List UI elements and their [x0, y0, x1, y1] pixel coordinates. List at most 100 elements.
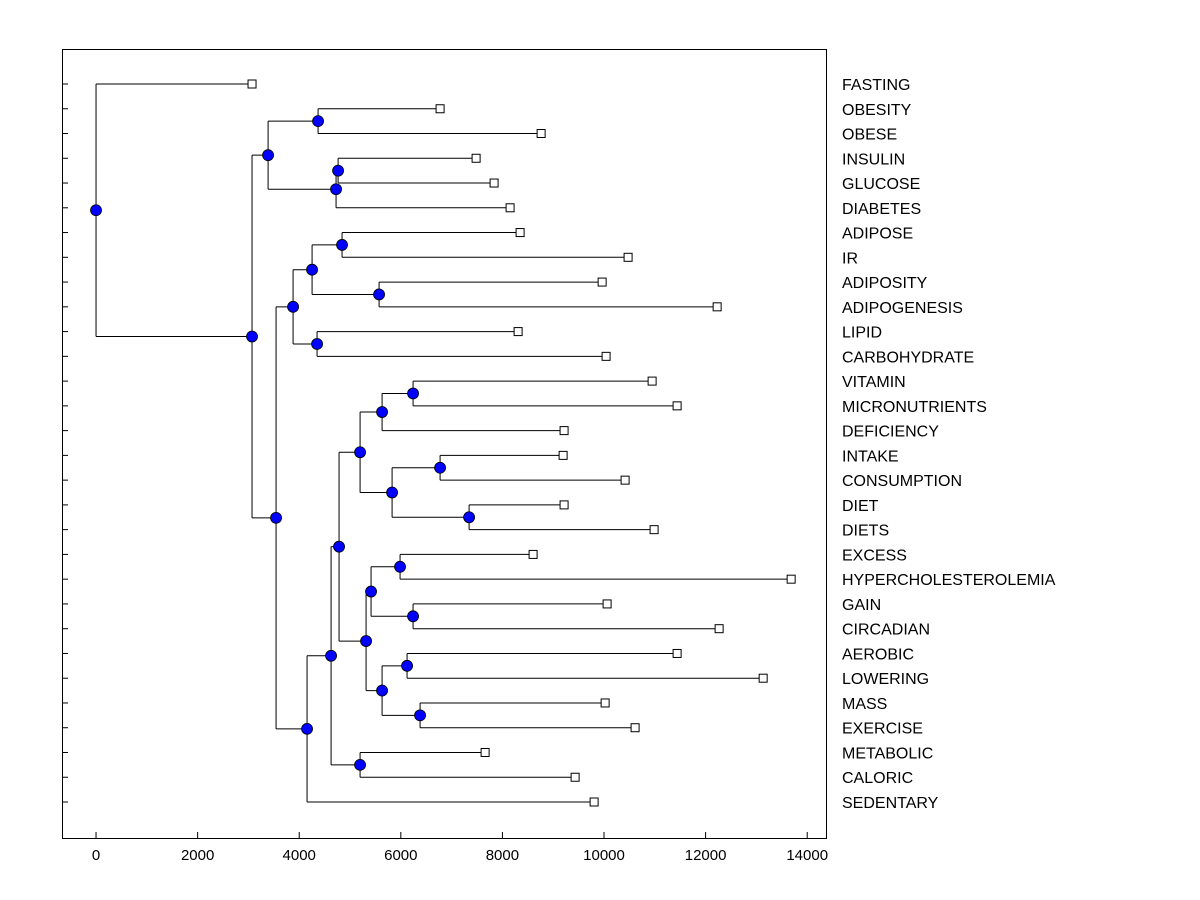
leaf-marker — [714, 624, 724, 634]
merge-node-marker — [354, 446, 366, 459]
merge-node-marker — [333, 540, 345, 553]
merge-node-marker — [287, 300, 299, 313]
merge-node-marker — [386, 486, 398, 499]
leaf-label: FASTING — [842, 77, 910, 94]
merge-node-marker — [330, 183, 342, 196]
dendrogram-links — [95, 83, 792, 803]
leaf-marker — [589, 797, 599, 807]
leaf-label: ADIPOGENESIS — [842, 300, 963, 317]
merge-node-marker — [311, 338, 323, 350]
leaf-label: VITAMIN — [842, 374, 906, 391]
leaf-label: INTAKE — [842, 448, 899, 465]
leaf-label: CONSUMPTION — [842, 473, 962, 490]
leaf-marker — [758, 673, 768, 683]
merge-node-marker — [407, 610, 419, 623]
merge-node-marker — [365, 585, 377, 598]
leaf-marker — [623, 252, 633, 262]
leaf-label: LOWERING — [842, 671, 929, 688]
x-tick-label: 2000 — [181, 847, 214, 864]
x-tick-label: 12000 — [685, 847, 727, 864]
leaf-marker — [672, 648, 682, 658]
merge-node-marker — [376, 406, 388, 418]
leaf-marker — [247, 79, 257, 89]
leaf-marker — [601, 351, 611, 361]
merge-node-marker — [401, 659, 413, 672]
merge-node-marker — [434, 461, 446, 474]
leaf-label: SEDENTARY — [842, 795, 939, 812]
x-tick-label: 0 — [92, 847, 100, 864]
leaf-label: EXERCISE — [842, 721, 923, 738]
leaf-label: AEROBIC — [842, 646, 914, 663]
leaf-marker — [647, 376, 657, 386]
leaf-marker — [515, 228, 525, 238]
leaf-label: CIRCADIAN — [842, 622, 930, 639]
leaf-label: EXCESS — [842, 547, 907, 564]
leaf-label: DIABETES — [842, 201, 921, 218]
leaf-marker — [480, 747, 490, 757]
merge-node-marker — [325, 649, 337, 662]
leaf-marker — [471, 153, 481, 163]
leaf-label: DEFICIENCY — [842, 424, 939, 441]
x-tick-label: 8000 — [486, 847, 519, 864]
leaf-marker — [630, 723, 640, 733]
leaf-label: DIET — [842, 498, 879, 515]
leaf-label: OBESE — [842, 127, 897, 144]
leaf-marker — [536, 129, 546, 139]
merge-node-marker — [246, 330, 258, 343]
merge-node-marker — [306, 263, 318, 276]
leaf-label: ADIPOSE — [842, 226, 913, 243]
leaf-label: INSULIN — [842, 151, 905, 168]
leaf-label: ADIPOSITY — [842, 275, 928, 292]
leaf-marker — [559, 500, 569, 510]
leaf-marker — [602, 599, 612, 609]
leaf-marker — [786, 574, 796, 584]
leaf-label: GAIN — [842, 597, 881, 614]
merge-node-marker — [463, 511, 475, 524]
leaf-marker — [712, 302, 722, 312]
leaf-marker — [505, 203, 515, 213]
leaf-label: OBESITY — [842, 102, 912, 119]
merge-node-marker — [354, 758, 366, 771]
leaf-label: METABOLIC — [842, 745, 933, 762]
leaf-marker — [597, 277, 607, 287]
leaf-label: GLUCOSE — [842, 176, 920, 193]
leaf-label: DIETS — [842, 523, 889, 540]
leaf-label: CARBOHYDRATE — [842, 349, 974, 366]
leaf-marker — [489, 178, 499, 188]
merge-node-marker — [312, 115, 324, 128]
merge-node-marker — [376, 684, 388, 697]
leaf-marker — [570, 772, 580, 782]
leaf-label: CALORIC — [842, 770, 913, 787]
leaf-labels: FASTING OBESITY OBESE INSULIN GLUCOSE DIABETE… — [842, 77, 1056, 812]
merge-node-marker — [407, 387, 419, 400]
merge-node-marker — [360, 635, 372, 647]
leaf-marker — [558, 450, 568, 460]
merge-node-marker — [336, 239, 348, 251]
leaf-label: MASS — [842, 696, 887, 713]
leaf-label: LIPID — [842, 325, 882, 342]
leaf-label: HYPERCHOLESTEROLEMIA — [842, 572, 1056, 589]
x-tick-label: 10000 — [583, 847, 625, 864]
x-axis: 0 2000 4000 6000 8000 10000 12000 14000 — [92, 832, 828, 864]
x-tick-label: 4000 — [283, 847, 316, 864]
merge-node-marker — [332, 164, 344, 177]
merge-node-marker — [373, 288, 385, 301]
merge-node-marker — [414, 709, 426, 722]
leaf-marker — [620, 475, 630, 485]
leaf-label: IR — [842, 250, 858, 267]
merge-node-marker — [301, 722, 313, 735]
x-tick-label: 6000 — [384, 847, 417, 864]
leaf-marker — [435, 104, 445, 114]
merge-node-marker — [394, 560, 406, 573]
plot-frame — [62, 49, 827, 839]
merge-node-marker — [90, 204, 102, 217]
y-axis-ticks — [62, 83, 68, 803]
merge-node-marker — [270, 511, 282, 524]
leaf-label: MICRONUTRIENTS — [842, 399, 987, 416]
merge-node-marker — [262, 149, 274, 162]
leaf-marker — [559, 426, 569, 436]
dendrogram-nodes — [90, 79, 796, 807]
leaf-marker — [513, 327, 523, 337]
leaf-marker — [600, 698, 610, 708]
